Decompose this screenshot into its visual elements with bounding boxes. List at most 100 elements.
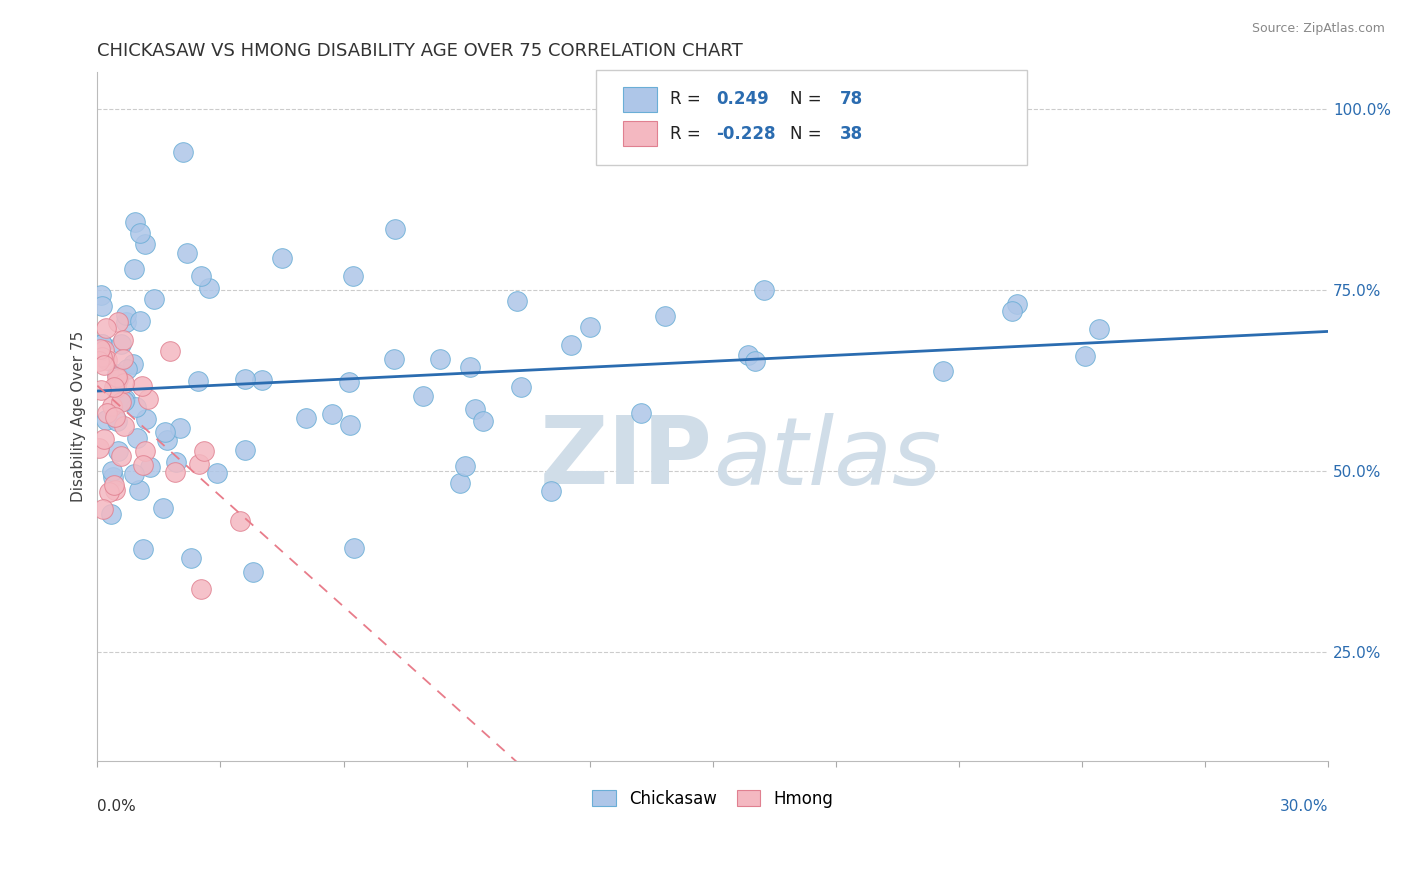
Point — [321, 407, 343, 421]
Point — [233, 372, 256, 386]
Point — [100, 507, 122, 521]
Point — [190, 268, 212, 283]
Point — [124, 467, 146, 481]
Point — [129, 227, 152, 241]
Point — [339, 418, 361, 433]
Point — [134, 443, 156, 458]
Point — [103, 469, 125, 483]
Point — [110, 336, 132, 351]
Point — [93, 432, 115, 446]
Point — [932, 363, 955, 377]
Point — [107, 370, 129, 384]
Text: 78: 78 — [839, 90, 863, 108]
Point — [96, 407, 118, 421]
Point — [198, 280, 221, 294]
Point — [560, 338, 582, 352]
Point — [91, 502, 114, 516]
Point — [114, 392, 136, 406]
Point — [112, 376, 135, 390]
Point — [737, 348, 759, 362]
Point — [110, 395, 132, 409]
Point — [93, 343, 115, 357]
Point — [156, 433, 179, 447]
Point — [90, 288, 112, 302]
Point — [540, 484, 562, 499]
Point — [382, 352, 405, 367]
Point — [429, 351, 451, 366]
Point — [131, 379, 153, 393]
Point — [91, 350, 114, 364]
Point — [1001, 304, 1024, 318]
Point — [91, 336, 114, 351]
Point — [412, 389, 434, 403]
Point — [89, 342, 111, 356]
Text: -0.228: -0.228 — [717, 125, 776, 143]
Y-axis label: Disability Age Over 75: Disability Age Over 75 — [72, 331, 86, 502]
Point — [96, 352, 118, 367]
Point — [159, 344, 181, 359]
Point — [105, 367, 128, 381]
Point — [131, 458, 153, 472]
Text: 0.0%: 0.0% — [97, 799, 136, 814]
Point — [233, 443, 256, 458]
Point — [454, 459, 477, 474]
Text: 30.0%: 30.0% — [1279, 799, 1329, 814]
Point — [193, 443, 215, 458]
Point — [1007, 297, 1029, 311]
Point — [242, 565, 264, 579]
Point — [165, 465, 187, 479]
Point — [90, 299, 112, 313]
Point — [207, 466, 229, 480]
FancyBboxPatch shape — [596, 70, 1026, 165]
Point — [449, 476, 471, 491]
Point — [188, 457, 211, 471]
Point — [105, 381, 128, 395]
Point — [101, 464, 124, 478]
Point — [124, 215, 146, 229]
Point — [176, 245, 198, 260]
Text: 0.249: 0.249 — [717, 90, 769, 108]
Point — [127, 431, 149, 445]
Point — [152, 500, 174, 515]
Point — [463, 401, 485, 416]
Point — [472, 414, 495, 428]
Point — [132, 542, 155, 557]
Point — [1073, 349, 1095, 363]
Point — [172, 145, 194, 159]
Point — [342, 268, 364, 283]
Point — [104, 410, 127, 425]
Point — [103, 477, 125, 491]
Point — [295, 411, 318, 425]
Point — [169, 421, 191, 435]
Point — [460, 359, 482, 374]
Text: N =: N = — [790, 125, 827, 143]
Legend: Chickasaw, Hmong: Chickasaw, Hmong — [585, 783, 839, 814]
Point — [112, 394, 135, 409]
Point — [166, 455, 188, 469]
Bar — [623, 121, 658, 146]
Point — [124, 262, 146, 277]
Point — [134, 236, 156, 251]
Point — [121, 357, 143, 371]
Point — [90, 384, 112, 398]
Bar — [623, 87, 658, 112]
Point — [754, 283, 776, 297]
Text: atlas: atlas — [713, 413, 941, 504]
Text: R =: R = — [669, 90, 706, 108]
Point — [115, 362, 138, 376]
Text: R =: R = — [669, 125, 706, 143]
Point — [107, 315, 129, 329]
Point — [190, 582, 212, 596]
Point — [125, 400, 148, 414]
Point — [105, 414, 128, 428]
Point — [506, 294, 529, 309]
Point — [142, 292, 165, 306]
Point — [135, 412, 157, 426]
Point — [114, 419, 136, 434]
Point — [155, 425, 177, 439]
Point — [93, 358, 115, 372]
Point — [744, 353, 766, 368]
Point — [187, 374, 209, 388]
Point — [654, 310, 676, 324]
Point — [250, 373, 273, 387]
